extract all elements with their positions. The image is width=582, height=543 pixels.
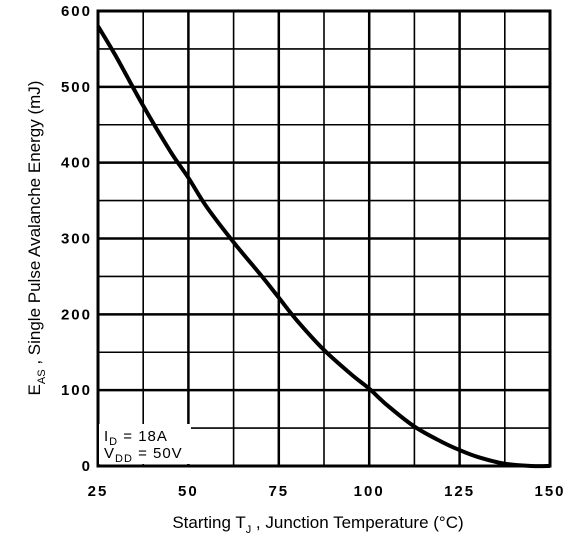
- y-tick-label: 400: [61, 155, 92, 172]
- series-layer: [96, 25, 551, 469]
- y-tick-label: 600: [61, 3, 92, 20]
- plot-frame: [96, 9, 552, 468]
- x-tick-label: 150: [534, 483, 565, 500]
- x-tick-labels: 25 50 75 100 125 150: [88, 483, 565, 500]
- series-line-0: [96, 25, 551, 469]
- x-tick-label: 50: [178, 483, 199, 500]
- grid-lines: [98, 11, 550, 466]
- x-tick-label: 125: [444, 483, 475, 500]
- annotation-vdd: VDD = 50V: [104, 445, 183, 465]
- y-tick-label: 300: [61, 231, 92, 248]
- y-tick-label: 200: [61, 306, 92, 323]
- x-axis-label: Starting TJ , Junction Temperature (°C): [172, 513, 463, 536]
- annotation-box: [99, 424, 191, 464]
- y-axis-label: EAS , Single Pulse Avalanche Energy (mJ): [25, 81, 48, 396]
- x-tick-label: 75: [268, 483, 289, 500]
- x-tick-label: 100: [354, 483, 385, 500]
- y-tick-label: 100: [61, 382, 92, 399]
- y-tick-label: 500: [61, 79, 92, 96]
- y-tick-labels: 0 100 200 300 400 500 600: [61, 3, 92, 475]
- annotation-id: ID = 18A: [104, 428, 168, 448]
- x-tick-label: 25: [88, 483, 109, 500]
- y-tick-label: 0: [82, 458, 92, 475]
